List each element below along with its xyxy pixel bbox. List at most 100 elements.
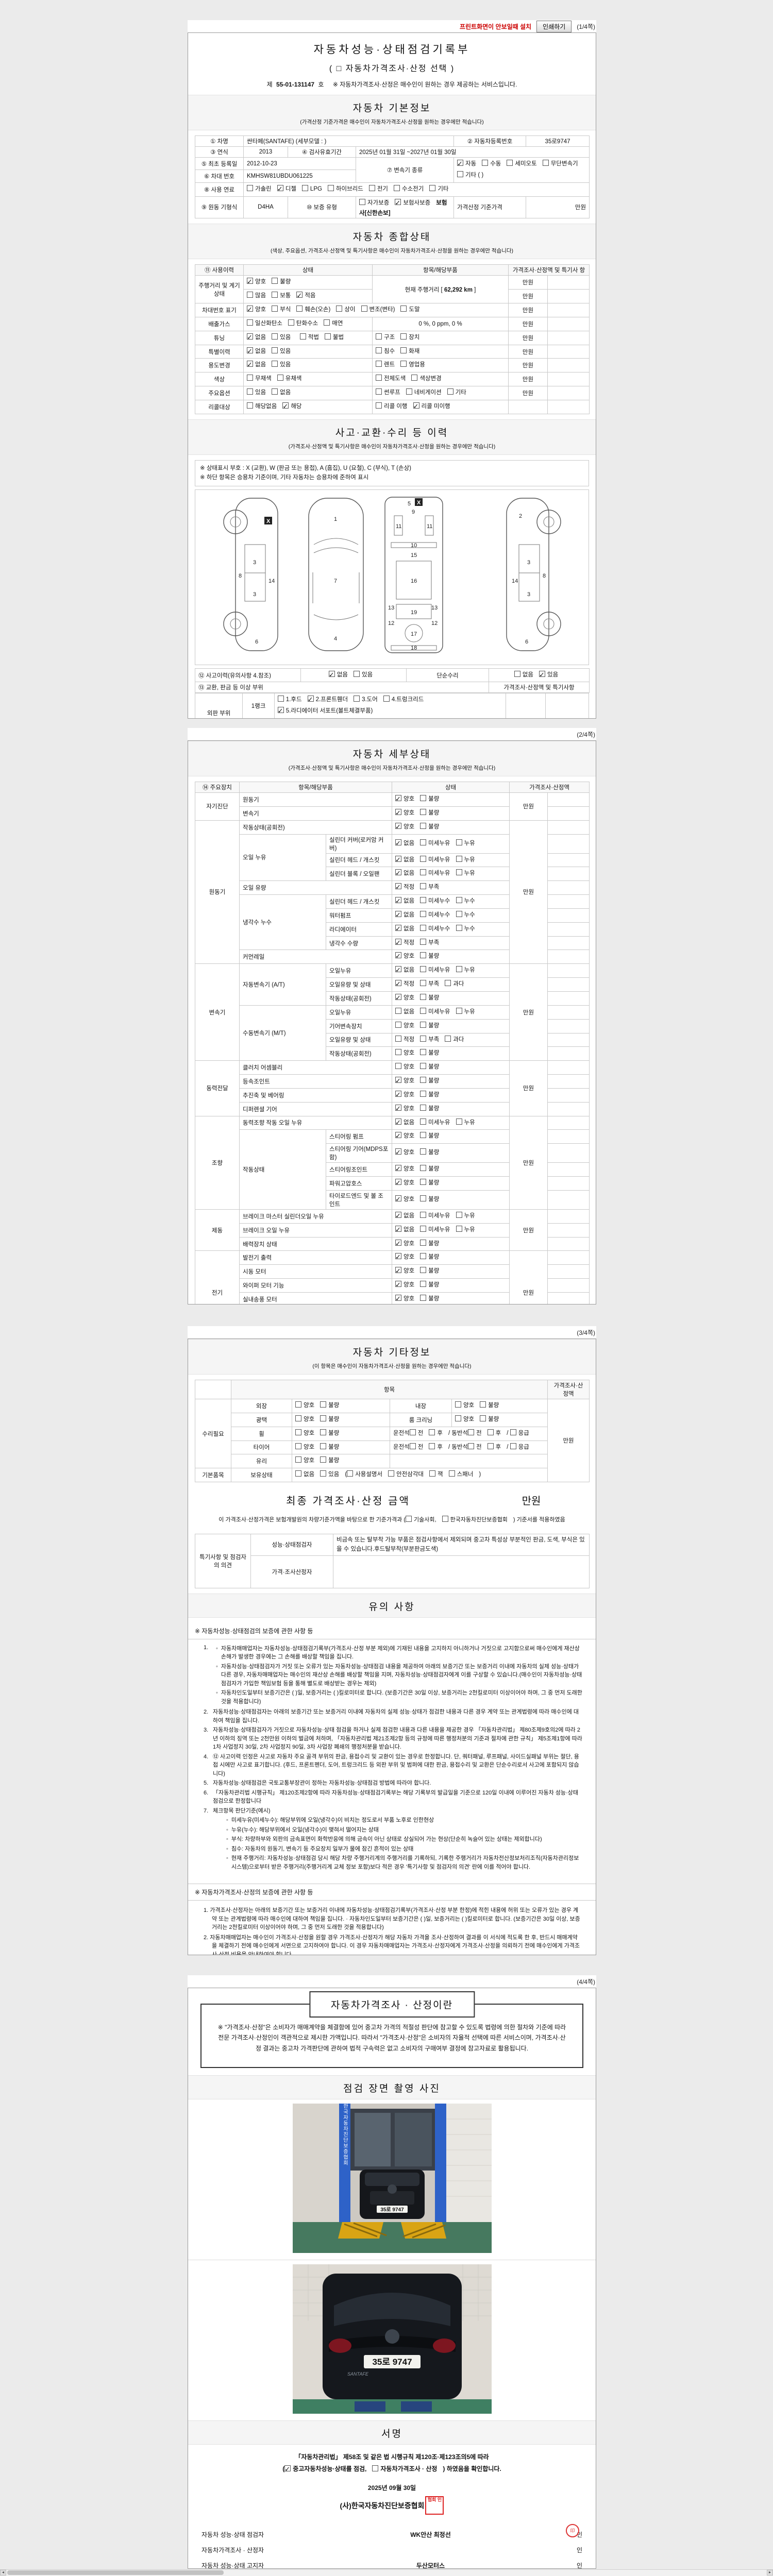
checkbox-option[interactable]: 하이브리드 [327,184,363,195]
checkbox-option[interactable]: 무채색 [247,374,272,385]
checkbox-option[interactable]: 디젤 [277,183,296,195]
checkbox-option[interactable]: 없음 [395,1116,414,1129]
checkbox-option[interactable]: 해당없음 [247,401,277,413]
checkbox-option[interactable]: 응급 [510,1428,529,1439]
checkbox-option[interactable]: 후 [429,1442,443,1453]
checkbox-option[interactable]: 없음 [247,345,266,358]
checkbox-option[interactable]: 2.프론트휀더 [307,693,348,706]
checkbox-option[interactable]: 미세누유 [420,1007,450,1018]
checkbox-option[interactable]: 없음 [295,1469,314,1481]
checkbox-option[interactable]: 양호 [395,1130,414,1143]
checkbox-option[interactable]: 전기 [368,184,388,195]
checkbox-option[interactable]: 있음 [272,360,291,371]
checkbox-option[interactable]: 양호 [295,1414,314,1426]
checkbox-option[interactable]: 없음 [395,909,414,922]
checkbox-option[interactable]: 적정 [395,978,414,991]
checkbox-option[interactable]: 자동 [457,158,476,171]
checkbox-option[interactable]: 불량 [420,1076,439,1087]
checkbox-option[interactable]: 누수 [456,910,475,921]
checkbox-option[interactable]: 양호 [395,1279,414,1292]
checkbox-option[interactable]: 불량 [480,1414,499,1426]
checkbox-option[interactable]: 양호 [395,1238,414,1250]
checkbox-option[interactable]: 보통 [272,291,291,302]
checkbox-option[interactable]: 양호 [247,303,266,316]
checkbox-option[interactable]: 양호 [395,793,414,806]
checkbox-option[interactable]: 많음 [247,291,266,302]
checkbox-option[interactable]: 없음 [395,964,414,977]
checkbox-option[interactable]: 5.라디에이터 서포트(볼트체결부품) [277,705,373,718]
checkbox-option[interactable]: 있음 [247,387,266,399]
checkbox-option[interactable]: 전 [409,1442,423,1453]
checkbox-option[interactable]: 없음 [395,923,414,935]
checkbox-option[interactable]: 없음 [395,837,414,850]
checkbox-option[interactable]: 불량 [420,1164,439,1175]
checkbox-option[interactable]: 미세누유 [420,1211,450,1222]
checkbox-option[interactable]: 없음 [395,867,414,880]
checkbox-option[interactable]: 수동 [482,159,501,170]
checkbox-option[interactable]: 렌트 [376,360,395,371]
scrollbar-thumb[interactable] [7,2570,224,2575]
checkbox-option[interactable]: 없음 [395,1210,414,1223]
checkbox-option[interactable]: 보험사보증 [395,197,430,209]
checkbox-option[interactable]: 양호 [295,1455,314,1467]
checkbox-option[interactable]: 불량 [420,1280,439,1291]
scroll-right-arrow[interactable]: ► [767,2570,773,2575]
checkbox-option[interactable]: LPG [301,184,322,195]
checkbox-option[interactable]: 썬루프 [376,387,400,399]
checkbox-option[interactable]: 부족 [420,1035,439,1046]
checkbox-option[interactable]: 불량 [420,1021,439,1032]
checkbox-option[interactable]: 침수 [376,346,395,358]
horizontal-scrollbar[interactable]: ◄ ► [0,2569,773,2576]
print-button[interactable]: 인쇄하기 [536,20,572,32]
checkbox-option[interactable]: 양호 [395,1251,414,1264]
checkbox-option[interactable]: 적법 [299,332,319,344]
checkbox-option[interactable]: 양호 [455,1414,474,1426]
checkbox-option[interactable]: 불량 [420,808,439,819]
checkbox-option[interactable]: 적정 [395,1035,414,1046]
checkbox-option[interactable]: 부족 [420,979,439,990]
checkbox-option[interactable]: 누유 [456,868,475,879]
checkbox-option[interactable]: 과다 [445,1035,464,1046]
checkbox-option[interactable]: 양호 [295,1400,314,1412]
checkbox-option[interactable]: 불량 [420,1062,439,1073]
checkbox-option[interactable]: 없음 [247,331,266,344]
checkbox-option[interactable]: 후 [487,1428,501,1439]
checkbox-option[interactable]: 불량 [420,822,439,833]
checkbox-option[interactable]: 누유 [456,1225,475,1236]
checkbox-option[interactable]: 색상변경 [411,374,442,385]
checkbox-option[interactable]: 불량 [420,951,439,962]
checkbox-option[interactable]: 없음 [395,1007,414,1018]
checkbox-option[interactable]: 양호 [295,1428,314,1439]
checkbox-option[interactable]: 4.트렁크리드 [383,694,424,706]
checkbox-option[interactable]: 후 [429,1428,443,1439]
checkbox-option[interactable]: 3.도어 [354,694,378,706]
checkbox-option[interactable]: 없음 [247,359,266,371]
checkbox-option[interactable]: 없음 [395,854,414,866]
checkbox-option[interactable]: 자동차가격조사 · 산정 [372,2463,437,2475]
checkbox-option[interactable]: 수소전기 [394,184,424,195]
checkbox-option[interactable]: 안전삼각대 [388,1469,424,1481]
checkbox-option[interactable]: 가솔린 [247,184,272,195]
checkbox-option[interactable]: 양호 [395,950,414,963]
checkbox-option[interactable]: 불량 [420,1294,439,1304]
checkbox-option[interactable]: 응급 [510,1442,529,1453]
checkbox-option[interactable]: 한국자동차진단보증협회 [442,1515,508,1526]
checkbox-option[interactable]: 양호 [395,1293,414,1304]
checkbox-option[interactable]: 훼손(오손) [296,304,330,316]
checkbox-option[interactable]: 양호 [455,1400,474,1412]
checkbox-option[interactable]: 없음 [328,669,348,681]
checkbox-option[interactable]: 양호 [395,1062,414,1073]
checkbox-option[interactable]: 화재 [400,346,419,358]
checkbox-option[interactable]: 누유 [456,1211,475,1222]
checkbox-option[interactable]: 미세누유 [420,855,450,866]
checkbox-option[interactable]: 불량 [420,1194,439,1206]
checkbox-option[interactable]: 해당 [282,400,302,413]
checkbox-option[interactable]: 불량 [420,1131,439,1142]
checkbox-option[interactable]: 후 [487,1442,501,1453]
checkbox-option[interactable]: 불량 [272,277,291,288]
checkbox-option[interactable]: 일산화탄소 [247,318,282,330]
checkbox-option[interactable]: 구조 [376,332,395,344]
checkbox-option[interactable]: 양호 [395,1193,414,1206]
checkbox-option[interactable]: 양호 [395,1089,414,1101]
checkbox-option[interactable]: 불량 [480,1400,499,1412]
